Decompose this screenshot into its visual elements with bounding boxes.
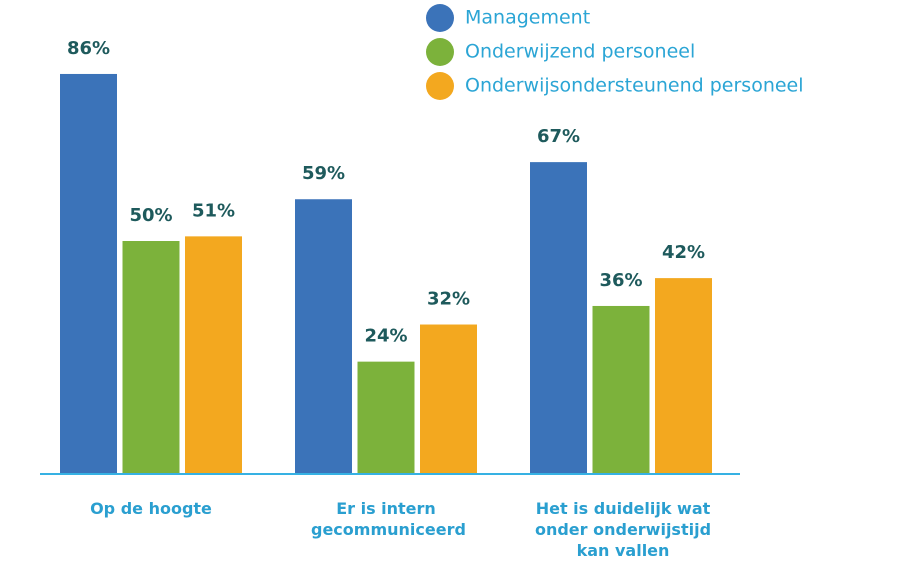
bar (295, 199, 352, 474)
legend-swatch (426, 4, 454, 32)
x-tick-label: Het is duidelijk wat onder onderwijstijd… (534, 499, 712, 560)
bar (655, 278, 712, 473)
bar (420, 324, 477, 473)
value-label: 50% (129, 205, 172, 226)
legend-label: Management (465, 7, 590, 29)
legend-label: Onderwijsondersteunend personeel (465, 75, 804, 97)
value-label: 86% (67, 38, 110, 59)
bar (592, 305, 650, 473)
value-label: 42% (662, 242, 705, 263)
bar (122, 241, 180, 473)
x-tick-label: Op de hoogte (90, 499, 212, 518)
value-label: 36% (599, 270, 642, 291)
legend-swatch (426, 38, 454, 66)
legend-swatch (426, 72, 454, 100)
value-label: 59% (302, 163, 345, 184)
legend-label: Onderwijzend personeel (465, 41, 695, 63)
value-label: 24% (364, 326, 407, 347)
bar (530, 162, 587, 473)
bar (357, 361, 415, 473)
bar (60, 73, 117, 474)
value-label: 51% (192, 200, 235, 221)
value-label: 67% (537, 126, 580, 147)
bar (185, 236, 242, 473)
x-tick-label: Er is intern gecommuniceerd (311, 499, 466, 539)
value-label: 32% (427, 289, 470, 310)
